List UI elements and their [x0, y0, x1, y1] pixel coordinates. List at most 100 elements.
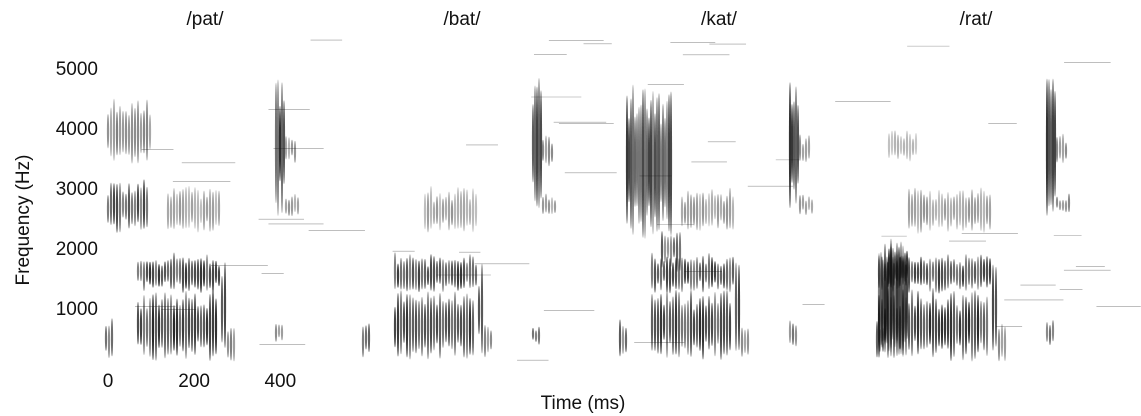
striation [653, 258, 657, 293]
striation [124, 111, 128, 155]
striation [946, 299, 950, 349]
striation [142, 261, 146, 292]
striation [1049, 89, 1053, 206]
striation [178, 304, 182, 347]
striation [106, 194, 110, 223]
striation [429, 185, 433, 229]
striation [127, 183, 131, 229]
striation [880, 256, 884, 290]
striation [367, 323, 371, 353]
striation [211, 287, 215, 357]
striation [877, 255, 881, 289]
striation [115, 111, 119, 156]
striation [798, 195, 802, 215]
striation [184, 290, 188, 359]
striation [629, 98, 633, 229]
striation [465, 293, 469, 359]
striation [973, 290, 977, 360]
striation [139, 260, 143, 282]
striation [411, 297, 415, 353]
striation [396, 293, 400, 357]
y-tick-label: 4000 [56, 119, 98, 140]
striation [964, 197, 968, 229]
striation [399, 257, 403, 290]
striation [130, 192, 134, 225]
striation [649, 99, 653, 228]
striation [181, 299, 185, 352]
striation [895, 307, 899, 344]
striation [988, 258, 992, 285]
striation [713, 291, 717, 357]
striation [408, 254, 412, 291]
striation [214, 260, 218, 284]
striation [417, 260, 421, 293]
striation [683, 258, 687, 285]
striation [547, 199, 551, 214]
striation [686, 300, 690, 355]
striation [919, 298, 923, 350]
striation [674, 257, 678, 290]
striation [665, 100, 669, 220]
striation [958, 190, 962, 226]
striation [468, 254, 472, 289]
striation [124, 193, 128, 220]
striation [663, 235, 667, 263]
striation [127, 114, 131, 155]
striation [665, 288, 669, 358]
striation [961, 265, 965, 288]
striation [641, 89, 645, 238]
striation [1051, 320, 1055, 342]
striation [181, 257, 185, 293]
striation [426, 291, 430, 360]
striation [211, 260, 215, 293]
striation [142, 294, 146, 355]
striation [704, 305, 708, 343]
striation [896, 134, 900, 160]
striation [175, 193, 179, 226]
striation [217, 265, 221, 287]
striation [148, 297, 152, 357]
striation [934, 298, 938, 354]
striation [441, 198, 445, 223]
striation [486, 326, 490, 353]
striation [296, 197, 300, 215]
striation [1067, 193, 1071, 213]
striation [1061, 199, 1065, 212]
striation [166, 260, 170, 282]
striation [976, 192, 980, 224]
striation [970, 258, 974, 289]
striation [1055, 196, 1059, 208]
striation [290, 196, 294, 217]
striation [438, 293, 442, 359]
striation [804, 200, 808, 216]
striation [438, 192, 442, 231]
striation [459, 190, 463, 229]
striation [994, 266, 998, 347]
striation [710, 189, 714, 226]
striation [547, 136, 551, 167]
striation [118, 182, 122, 233]
striation [459, 304, 463, 347]
panel-title: /rat/ [960, 9, 993, 30]
y-tick-label: 1000 [56, 299, 98, 320]
striation [531, 327, 535, 340]
striation [922, 260, 926, 285]
striation [190, 298, 194, 352]
striation [471, 256, 475, 288]
striation [193, 187, 197, 229]
striation [937, 308, 941, 347]
striation [904, 297, 908, 356]
striation [943, 260, 947, 291]
striation [444, 196, 448, 221]
striation [618, 319, 622, 357]
striation [133, 107, 137, 158]
striation [1064, 142, 1068, 159]
striation [205, 254, 209, 291]
striation [967, 301, 971, 344]
striation [107, 325, 111, 359]
striation [895, 260, 899, 282]
striation [680, 196, 684, 227]
striation [157, 304, 161, 349]
striation [429, 297, 433, 354]
striation [432, 255, 436, 292]
